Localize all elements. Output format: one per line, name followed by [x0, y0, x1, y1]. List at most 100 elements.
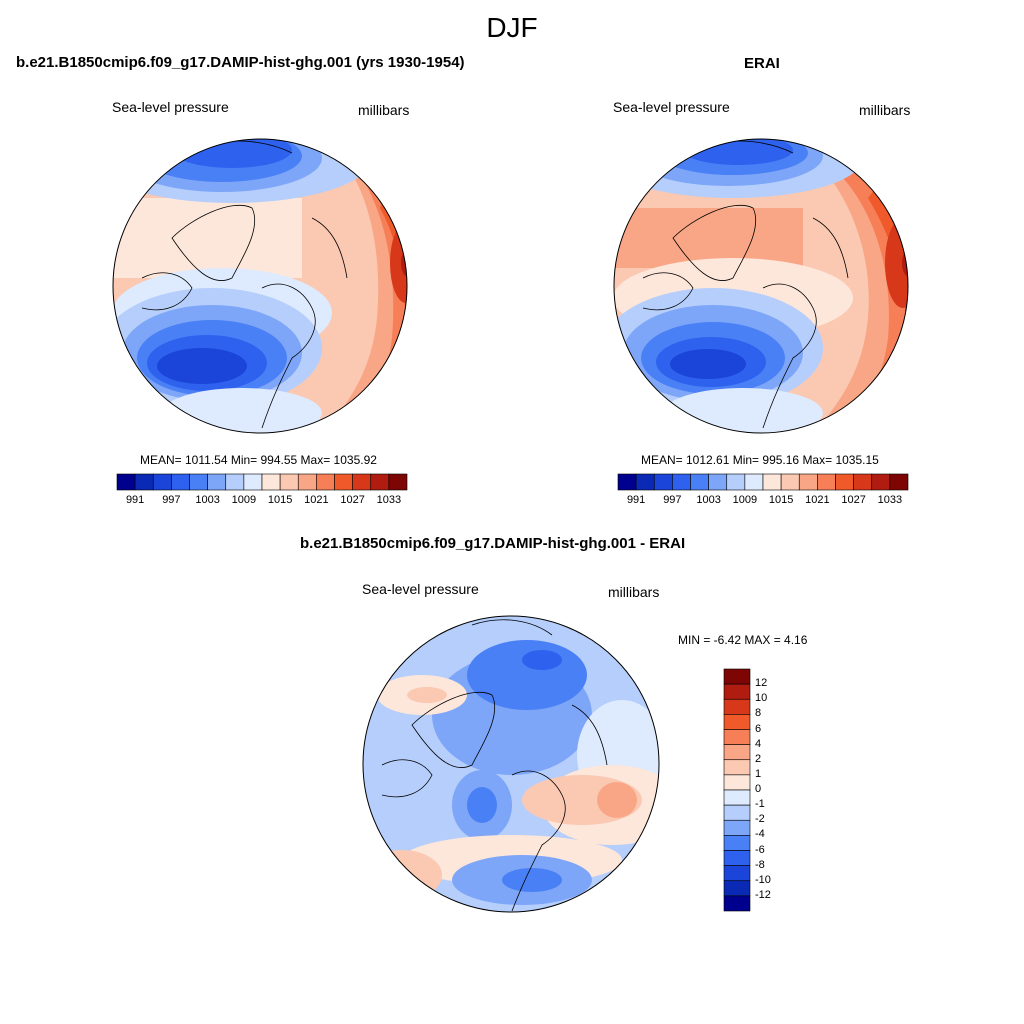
colorbar-swatch — [635, 473, 655, 491]
diff-variable-label: Sea-level pressure — [362, 581, 479, 597]
diff-polar-map — [362, 615, 660, 913]
colorbar-swatch — [617, 473, 637, 491]
colorbar-tick-label: 1003 — [696, 494, 721, 506]
colorbar-swatch — [723, 789, 751, 806]
colorbar-swatch — [352, 473, 372, 491]
colorbar-swatch — [723, 668, 751, 685]
colorbar-tick-label: 991 — [125, 494, 145, 506]
colorbar-swatch — [225, 473, 245, 491]
colorbar-swatch — [723, 804, 751, 821]
colorbar-tick-label: 10 — [755, 692, 768, 705]
colorbar-swatch — [370, 473, 390, 491]
colorbar-swatch — [798, 473, 818, 491]
colorbar-tick-label: 1033 — [877, 494, 903, 506]
colorbar-swatch — [152, 473, 172, 491]
diff-units-label: millibars — [608, 584, 660, 600]
obs-colorbar-ticks: 991 997 1003 1009 1015 1021 1027 1033 — [618, 494, 908, 508]
colorbar-tick-label: 1021 — [304, 494, 329, 506]
colorbar-swatch — [708, 473, 728, 491]
colorbar-tick-label: -12 — [755, 888, 771, 901]
model-panel-title: b.e21.B1850cmip6.f09_g17.DAMIP-hist-ghg.… — [16, 54, 465, 71]
colorbar-swatch — [723, 880, 751, 897]
model-variable-label: Sea-level pressure — [112, 99, 229, 115]
colorbar-swatch — [817, 473, 836, 491]
colorbar-tick-label: 1009 — [732, 494, 758, 506]
colorbar-swatch — [261, 473, 281, 491]
colorbar-swatch — [835, 473, 854, 491]
colorbar-tick-label: 1015 — [768, 494, 794, 506]
colorbar-tick-label: 997 — [663, 494, 682, 506]
colorbar-tick-label: 1003 — [195, 494, 220, 506]
figure-title: DJF — [486, 12, 538, 43]
colorbar-swatch — [316, 473, 335, 491]
colorbar-swatch — [116, 473, 136, 491]
colorbar-tick-label: -8 — [755, 858, 765, 871]
colorbar-swatch — [171, 473, 190, 491]
diff-panel-title: b.e21.B1850cmip6.f09_g17.DAMIP-hist-ghg.… — [300, 535, 686, 552]
colorbar-swatch — [189, 473, 208, 491]
colorbar-swatch — [334, 473, 353, 491]
obs-units-label: millibars — [859, 102, 911, 118]
colorbar-swatch — [723, 729, 751, 745]
colorbar-swatch — [243, 473, 263, 491]
diff-stats: MIN = -6.42 MAX = 4.16 — [678, 633, 808, 647]
colorbar-tick-label: 4 — [755, 737, 762, 750]
colorbar-swatch — [723, 683, 751, 700]
colorbar-swatch — [690, 473, 709, 491]
colorbar-swatch — [653, 473, 673, 491]
colorbar-swatch — [723, 744, 751, 761]
colorbar-swatch — [744, 473, 764, 491]
colorbar-swatch — [726, 473, 746, 491]
model-units-label: millibars — [358, 102, 410, 118]
colorbar-tick-label: 1015 — [267, 494, 293, 506]
colorbar-tick-label: 997 — [162, 494, 181, 506]
colorbar-swatch — [207, 473, 227, 491]
colorbar-tick-label: -4 — [755, 828, 765, 841]
colorbar-swatch — [672, 473, 691, 491]
colorbar-swatch — [762, 473, 782, 491]
colorbar-swatch — [723, 819, 751, 836]
colorbar-tick-label: 2 — [755, 752, 762, 765]
colorbar-tick-label: 6 — [755, 722, 762, 735]
model-colorbar — [116, 473, 408, 491]
colorbar-tick-label: 1027 — [340, 494, 365, 506]
colorbar-tick-label: 1009 — [231, 494, 257, 506]
colorbar-swatch — [780, 473, 800, 491]
colorbar-tick-label: 0 — [755, 783, 762, 795]
colorbar-swatch — [723, 698, 751, 715]
colorbar-swatch — [723, 895, 751, 912]
colorbar-tick-label: 1027 — [841, 494, 866, 506]
colorbar-tick-label: -1 — [755, 798, 765, 811]
obs-stats: MEAN= 1012.61 Min= 995.16 Max= 1035.15 — [641, 453, 879, 467]
colorbar-swatch — [134, 473, 154, 491]
model-stats: MEAN= 1011.54 Min= 994.55 Max= 1035.92 — [140, 453, 377, 467]
diff-colorbar — [723, 668, 751, 912]
colorbar-tick-label: -10 — [755, 873, 771, 886]
diff-colorbar-ticks: 12 10 8 6 4 2 1 0 -1 -2 -4 -6 -8 -10 -12 — [755, 669, 795, 911]
model-colorbar-ticks: 991 997 1003 1009 1015 1021 1027 1033 — [117, 494, 407, 508]
colorbar-tick-label: 991 — [626, 494, 646, 506]
colorbar-swatch — [853, 473, 873, 491]
colorbar-tick-label: -2 — [755, 813, 765, 826]
colorbar-tick-label: 1 — [755, 767, 762, 780]
colorbar-swatch — [388, 473, 408, 491]
colorbar-swatch — [279, 473, 299, 491]
colorbar-tick-label: 8 — [755, 707, 762, 720]
colorbar-swatch — [871, 473, 891, 491]
colorbar-swatch — [297, 473, 317, 491]
obs-variable-label: Sea-level pressure — [613, 99, 730, 115]
obs-panel-title: ERAI — [744, 55, 780, 72]
colorbar-tick-label: -6 — [755, 843, 765, 856]
colorbar-swatch — [889, 473, 909, 491]
colorbar-swatch — [723, 714, 751, 730]
obs-colorbar — [617, 473, 909, 491]
model-polar-map — [112, 138, 408, 434]
colorbar-tick-label: 1033 — [376, 494, 402, 506]
colorbar-swatch — [723, 774, 751, 791]
colorbar-swatch — [723, 835, 751, 851]
obs-polar-map — [613, 138, 909, 434]
colorbar-tick-label: 12 — [755, 677, 768, 690]
colorbar-swatch — [723, 865, 751, 882]
colorbar-tick-label: 1021 — [805, 494, 830, 506]
colorbar-swatch — [723, 850, 751, 866]
